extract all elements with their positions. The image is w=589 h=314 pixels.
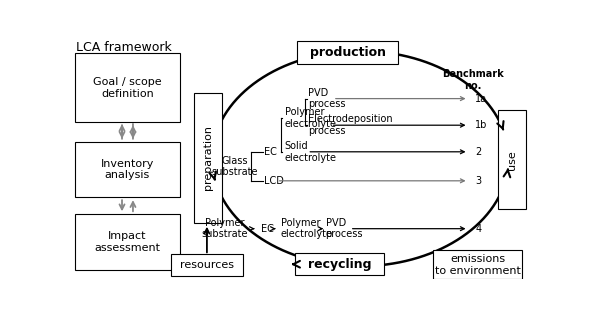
Text: EC: EC [261, 224, 274, 234]
FancyBboxPatch shape [75, 53, 180, 122]
Text: EC: EC [264, 147, 277, 157]
Text: Glass
substrate: Glass substrate [211, 155, 257, 177]
Text: use: use [507, 150, 517, 170]
FancyBboxPatch shape [498, 110, 527, 209]
FancyBboxPatch shape [75, 214, 180, 270]
Text: Polymer
electrolyte: Polymer electrolyte [284, 107, 336, 129]
Text: Goal / scope
definition: Goal / scope definition [93, 77, 162, 99]
Text: 4: 4 [475, 224, 481, 234]
FancyBboxPatch shape [75, 142, 180, 197]
Text: resources: resources [180, 260, 234, 270]
Text: Inventory
analysis: Inventory analysis [101, 159, 154, 180]
Text: PVD
process: PVD process [308, 88, 346, 109]
Text: LCD: LCD [264, 176, 284, 186]
FancyBboxPatch shape [434, 251, 522, 279]
Text: production: production [309, 46, 386, 59]
Text: Solid
electrolyte: Solid electrolyte [284, 141, 336, 163]
Text: 3: 3 [475, 176, 481, 186]
Text: LCA framework: LCA framework [76, 41, 171, 54]
Text: Electrodeposition
process: Electrodeposition process [308, 114, 393, 136]
Text: Polymer
electrolyte: Polymer electrolyte [281, 218, 333, 240]
Text: preparation: preparation [203, 126, 213, 191]
Text: 2: 2 [475, 147, 482, 157]
Text: emissions
to environment: emissions to environment [435, 254, 521, 276]
FancyBboxPatch shape [297, 41, 398, 64]
Text: Benchmark
no.: Benchmark no. [442, 69, 504, 91]
Text: Polymer
substrate: Polymer substrate [201, 218, 247, 240]
Text: Impact
assessment: Impact assessment [94, 231, 160, 253]
Text: recycling: recycling [308, 258, 371, 271]
Text: 1b: 1b [475, 120, 488, 130]
Text: 1a: 1a [475, 94, 488, 104]
FancyBboxPatch shape [194, 93, 222, 223]
FancyBboxPatch shape [171, 254, 243, 276]
FancyBboxPatch shape [295, 253, 384, 275]
Text: PVD
process: PVD process [326, 218, 363, 240]
